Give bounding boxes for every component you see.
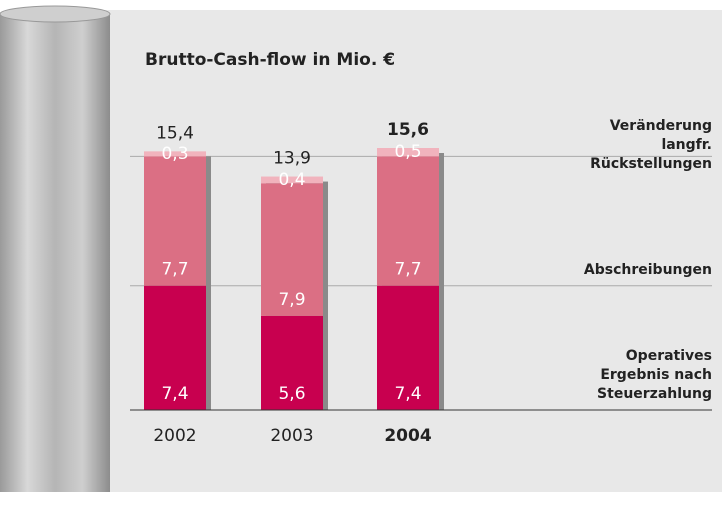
bar-segment: [261, 183, 323, 316]
total-label: 15,6: [387, 120, 429, 140]
x-tick-label: 2002: [153, 426, 196, 446]
legend-label: Veränderung langfr. Rückstellungen: [590, 118, 712, 173]
value-label: 5,6: [278, 384, 305, 404]
value-label: 7,7: [394, 260, 421, 280]
x-tick-label: 2003: [270, 426, 313, 446]
total-label: 13,9: [273, 149, 311, 169]
value-label: 7,4: [161, 384, 188, 404]
bar-segment: [377, 148, 439, 157]
bar-segment: [377, 285, 439, 410]
value-label: 7,7: [161, 260, 188, 280]
total-label: 15,4: [156, 123, 194, 143]
bar-segment: [261, 176, 323, 184]
value-label: 0,5: [394, 142, 421, 162]
legend-label: Operatives Ergebnis nach Steuerzahlung: [597, 348, 712, 402]
legend-label: Abschreibungen: [583, 261, 712, 278]
bar-segment: [144, 156, 206, 286]
bar-segment: [144, 285, 206, 410]
bottom-margin: [0, 492, 722, 505]
value-label: 0,4: [278, 170, 305, 190]
bar-segment: [377, 156, 439, 286]
metal-roll: [0, 14, 110, 492]
x-tick-label: 2004: [384, 426, 431, 446]
chart-title: Brutto-Cash-flow in Mio. €: [145, 50, 395, 70]
value-label: 7,9: [278, 290, 305, 310]
value-label: 0,3: [161, 144, 188, 164]
roll-top: [0, 5, 111, 23]
top-margin: [0, 0, 722, 10]
bar-segment: [144, 151, 206, 157]
bar-segment: [261, 315, 323, 410]
value-label: 7,4: [394, 384, 421, 404]
